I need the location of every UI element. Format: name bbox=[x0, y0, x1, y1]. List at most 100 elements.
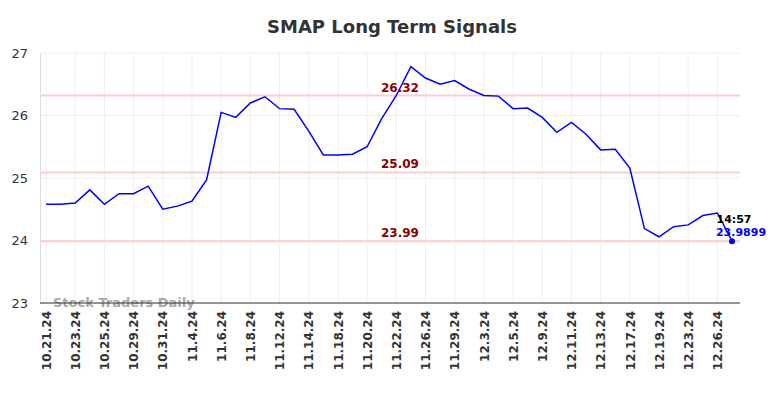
y-tick-label: 24 bbox=[11, 233, 28, 248]
grid-line bbox=[717, 53, 718, 303]
y-tick-label: 26 bbox=[11, 108, 28, 123]
grid-line bbox=[337, 53, 338, 303]
grid-line bbox=[75, 53, 76, 303]
x-tick-label: 12.11.24 bbox=[565, 311, 579, 370]
x-tick-label: 11.14.24 bbox=[302, 311, 316, 370]
x-tick: 12.17.24 bbox=[624, 303, 638, 370]
reference-line bbox=[40, 240, 740, 242]
x-axis-line bbox=[40, 303, 740, 304]
grid-line bbox=[40, 115, 740, 116]
x-tick-label: 12.23.24 bbox=[682, 311, 696, 370]
x-tick-label: 11.4.24 bbox=[186, 311, 200, 362]
grid-line bbox=[104, 53, 105, 303]
grid-line bbox=[571, 53, 572, 303]
x-tick-label: 10.31.24 bbox=[156, 311, 170, 370]
grid-line bbox=[191, 53, 192, 303]
x-tick-label: 11.26.24 bbox=[419, 311, 433, 370]
x-tick-label: 12.5.24 bbox=[507, 311, 521, 362]
grid bbox=[40, 53, 740, 303]
x-tick: 12.5.24 bbox=[507, 303, 521, 362]
x-tick-label: 12.9.24 bbox=[536, 311, 550, 362]
x-tick-label: 12.19.24 bbox=[653, 311, 667, 370]
grid-line bbox=[367, 53, 368, 303]
grid-line bbox=[629, 53, 630, 303]
grid-line bbox=[542, 53, 543, 303]
grid-line bbox=[40, 240, 740, 241]
x-tick-label: 10.29.24 bbox=[127, 311, 141, 370]
price-line bbox=[46, 67, 732, 241]
x-tick-label: 12.3.24 bbox=[478, 311, 492, 362]
x-tick: 11.14.24 bbox=[302, 303, 316, 370]
x-tick: 11.29.24 bbox=[448, 303, 462, 370]
title: SMAP Long Term Signals bbox=[267, 16, 517, 37]
reference-label: 25.09 bbox=[381, 157, 419, 171]
reference-line bbox=[40, 95, 740, 97]
x-tick: 12.11.24 bbox=[565, 303, 579, 370]
x-tick-label: 11.29.24 bbox=[448, 311, 462, 370]
grid-line bbox=[250, 53, 251, 303]
x-tick: 11.20.24 bbox=[361, 303, 375, 370]
grid-line bbox=[659, 53, 660, 303]
x-tick-label: 12.17.24 bbox=[624, 311, 638, 370]
annotation: 14:57 bbox=[716, 213, 751, 226]
y-tick: 26 bbox=[11, 108, 40, 123]
x-tick: 10.29.24 bbox=[127, 303, 141, 370]
grid-line bbox=[688, 53, 689, 303]
x-tick: 11.18.24 bbox=[332, 303, 346, 370]
x-tick: 10.23.24 bbox=[69, 303, 83, 370]
x-tick: 10.31.24 bbox=[156, 303, 170, 370]
y-axis: 23 24 25 26 27 bbox=[11, 46, 40, 311]
x-tick: 12.3.24 bbox=[478, 303, 492, 362]
y-axis-line bbox=[40, 54, 41, 304]
y-tick: 25 bbox=[11, 171, 40, 186]
x-tick-label: 11.12.24 bbox=[273, 311, 287, 370]
x-tick-label: 11.20.24 bbox=[361, 311, 375, 370]
grid-line bbox=[46, 53, 47, 303]
grid-line bbox=[600, 53, 601, 303]
x-tick-label: 11.18.24 bbox=[332, 311, 346, 370]
y-tick: 23 bbox=[11, 296, 40, 311]
grid-line bbox=[483, 53, 484, 303]
y-tick-label: 27 bbox=[11, 46, 28, 61]
x-tick: 12.13.24 bbox=[594, 303, 608, 370]
x-tick-label: 10.25.24 bbox=[98, 311, 112, 370]
plot-area bbox=[46, 67, 735, 244]
x-tick: 11.6.24 bbox=[215, 303, 229, 362]
x-tick: 12.9.24 bbox=[536, 303, 550, 362]
chart: SMAP Long Term Signals26.3225.0923.99Sto… bbox=[0, 0, 784, 398]
y-tick: 27 bbox=[11, 46, 40, 61]
x-tick: 12.19.24 bbox=[653, 303, 667, 370]
x-tick: 11.22.24 bbox=[390, 303, 404, 370]
grid-line bbox=[162, 53, 163, 303]
grid-line bbox=[40, 53, 740, 54]
x-tick-label: 11.6.24 bbox=[215, 311, 229, 362]
y-tick-label: 25 bbox=[11, 171, 28, 186]
x-tick-label: 10.23.24 bbox=[69, 311, 83, 370]
x-tick: 12.26.24 bbox=[711, 303, 725, 370]
x-tick: 10.21.24 bbox=[40, 303, 54, 370]
grid-line bbox=[425, 53, 426, 303]
x-tick: 11.12.24 bbox=[273, 303, 287, 370]
reference-line bbox=[40, 171, 740, 173]
grid-line bbox=[221, 53, 222, 303]
grid-line bbox=[513, 53, 514, 303]
reference-label: 23.99 bbox=[381, 226, 419, 240]
x-tick-label: 11.8.24 bbox=[244, 311, 258, 362]
x-tick: 10.25.24 bbox=[98, 303, 112, 370]
x-tick-label: 11.22.24 bbox=[390, 311, 404, 370]
x-tick-label: 10.21.24 bbox=[40, 311, 54, 370]
grid-line bbox=[454, 53, 455, 303]
x-tick: 12.23.24 bbox=[682, 303, 696, 370]
grid-line bbox=[279, 53, 280, 303]
x-tick: 11.8.24 bbox=[244, 303, 258, 362]
y-tick: 24 bbox=[11, 233, 40, 248]
x-tick-label: 12.26.24 bbox=[711, 311, 725, 370]
x-tick: 11.26.24 bbox=[419, 303, 433, 370]
y-tick-label: 23 bbox=[11, 296, 28, 311]
grid-line bbox=[40, 303, 740, 304]
x-tick-label: 12.13.24 bbox=[594, 311, 608, 370]
grid-line bbox=[40, 178, 740, 179]
grid-line bbox=[133, 53, 134, 303]
grid-line bbox=[308, 53, 309, 303]
x-axis: 10.21.24 10.23.24 10.25.24 10.29.24 10.31.24… bbox=[40, 303, 740, 370]
